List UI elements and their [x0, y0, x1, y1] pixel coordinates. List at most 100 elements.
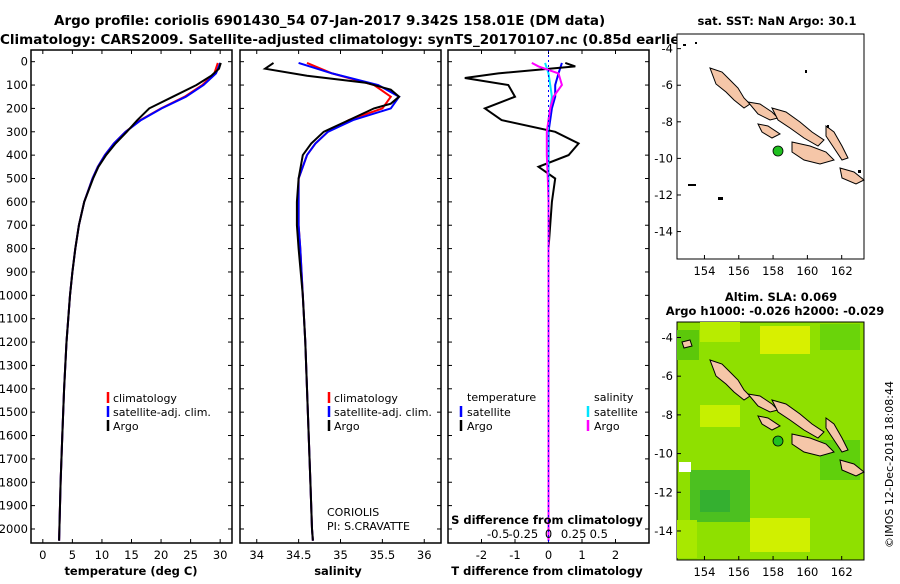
salinity-annotation-pi: PI: S.CRAVATTE: [327, 520, 410, 533]
temperature-panel: 0 5 10 15 20 25 30 climatology satellite-adj. …: [30, 49, 233, 578]
difference-legend-salinity: salinity satellite Argo: [586, 391, 638, 433]
series-line-satellite-adj-clim-: [58, 62, 222, 541]
salinity-panel: 34 34.5 35 35.5 36 climatology satellite-adj…: [239, 49, 442, 578]
sla-patch: [700, 405, 740, 427]
sst-map-islets: [683, 42, 861, 200]
difference-xlabel: T difference from climatology: [451, 564, 643, 578]
legend-label-argo: Argo: [334, 420, 360, 433]
depth-tick-label: 1200: [0, 335, 28, 349]
map-y-tick-label: -10: [654, 447, 673, 461]
legend-label-temp-satellite: satellite: [467, 406, 511, 419]
difference-panel: -2 -1 0 1 2 temperature satellite Argo salin…: [447, 49, 650, 578]
depth-tick-label: 1500: [0, 405, 28, 419]
salinity-frame: [239, 49, 442, 544]
islet: [683, 44, 686, 46]
land-isabel: [771, 399, 825, 439]
sst-float-marker: [772, 145, 784, 157]
depth-tick-label: 1600: [0, 429, 28, 443]
depth-tick-label: 2000: [0, 522, 28, 536]
salinity-lines: [262, 61, 401, 541]
map-x-tick-label: 160: [796, 565, 818, 579]
x-tick-label: 36: [417, 548, 432, 562]
x-tick-label: 34.5: [286, 548, 312, 562]
difference-ticks: -2 -1 0 1 2: [448, 50, 649, 562]
map-x-tick-label: 158: [762, 264, 784, 278]
s-difference-label: S difference from climatology: [451, 513, 643, 527]
difference-legend-temperature: temperature satellite Argo: [459, 391, 536, 433]
legend-heading-salinity: salinity: [594, 391, 634, 404]
depth-tick-label: 1300: [0, 358, 28, 372]
map-x-tick-label: 162: [831, 565, 853, 579]
sst-map-land: [709, 67, 865, 185]
sla-map-land: [681, 339, 865, 477]
sst-map: sat. SST: NaN Argo: 30.1 154 156 158 160 162…: [654, 14, 865, 278]
map-x-tick-label: 162: [831, 264, 853, 278]
map-x-tick-label: 156: [728, 565, 750, 579]
depth-tick-label: 500: [6, 172, 28, 186]
map-y-tick-label: -8: [662, 115, 673, 129]
map-y-tick-label: -4: [662, 42, 673, 56]
map-x-tick-label: 154: [693, 264, 715, 278]
x-tick-label: 30: [213, 548, 228, 562]
land-malaita: [825, 417, 849, 453]
islet: [805, 70, 807, 73]
land-makira: [839, 459, 865, 477]
x-tick-label: 2: [612, 548, 619, 562]
legend-label-sal-argo: Argo: [594, 420, 620, 433]
sla-map-anomaly-patches: [677, 322, 860, 558]
depth-tick-label: 300: [6, 125, 28, 139]
series-line-climatology: [297, 61, 393, 541]
sla-patch: [750, 518, 810, 552]
land-north-islet: [681, 339, 693, 349]
s-difference-tick-label: -0.5: [487, 527, 509, 541]
x-tick-label: 5: [69, 548, 76, 562]
temperature-lines: [58, 62, 222, 541]
x-tick-label: 35.5: [370, 548, 396, 562]
x-tick-label: 15: [124, 548, 139, 562]
map-y-tick-label: -6: [662, 78, 673, 92]
x-tick-label: -1: [509, 548, 520, 562]
depth-tick-label: 700: [6, 218, 28, 232]
legend-label-climatology: climatology: [113, 392, 177, 405]
sla-patch: [700, 322, 740, 342]
temperature-legend: climatology satellite-adj. clim. Argo: [106, 392, 211, 433]
s-difference-tick-label: 0.5: [590, 527, 608, 541]
s-difference-tick-label: -0.25: [508, 527, 538, 541]
depth-tick-label: 400: [6, 148, 28, 162]
series-line-satellite-adj-clim-: [297, 61, 401, 541]
legend-label-satellite: satellite-adj. clim.: [113, 406, 211, 419]
depth-tick-label: 1100: [0, 312, 28, 326]
depth-tick-label: 1000: [0, 288, 28, 302]
depth-tick-label: 900: [6, 265, 28, 279]
x-tick-label: 34: [249, 548, 264, 562]
x-tick-label: 10: [95, 548, 110, 562]
figure-title-line2: Climatology: CARS2009. Satellite-adjuste…: [0, 32, 692, 48]
series-line-temperature-argo: [464, 61, 581, 541]
depth-tick-label: 800: [6, 242, 28, 256]
sst-map-ticks: 154 156 158 160 162 -4 -6 -8 -10 -12 -14: [654, 42, 852, 278]
sla-no-data: [679, 462, 691, 472]
map-x-tick-label: 156: [728, 264, 750, 278]
x-tick-label: 0: [545, 548, 552, 562]
depth-tick-label: 200: [6, 101, 28, 115]
map-y-tick-label: -10: [654, 151, 673, 165]
land-malaita: [825, 125, 849, 161]
x-tick-label: 1: [578, 548, 585, 562]
land-makira: [839, 167, 865, 185]
s-difference-ticks: -0.5 -0.25 0 0.25 0.5: [487, 527, 608, 541]
islet: [827, 125, 829, 128]
legend-label-temp-argo: Argo: [467, 420, 493, 433]
depth-tick-label: 0: [21, 55, 28, 69]
legend-label-sal-satellite: satellite: [594, 406, 638, 419]
sla-float-marker: [772, 435, 784, 447]
depth-axis: 0 100 200 300 400 500 600 700 800 900 1000 1100 1200…: [0, 55, 28, 536]
land-new-georgia: [757, 123, 781, 139]
series-line-argo: [262, 62, 401, 541]
depth-tick-label: 1400: [0, 382, 28, 396]
map-x-tick-label: 158: [762, 565, 784, 579]
map-x-tick-label: 154: [693, 565, 715, 579]
map-y-tick-label: -4: [662, 330, 673, 344]
land-guadalcanal: [791, 141, 835, 165]
difference-lines: [464, 50, 581, 543]
